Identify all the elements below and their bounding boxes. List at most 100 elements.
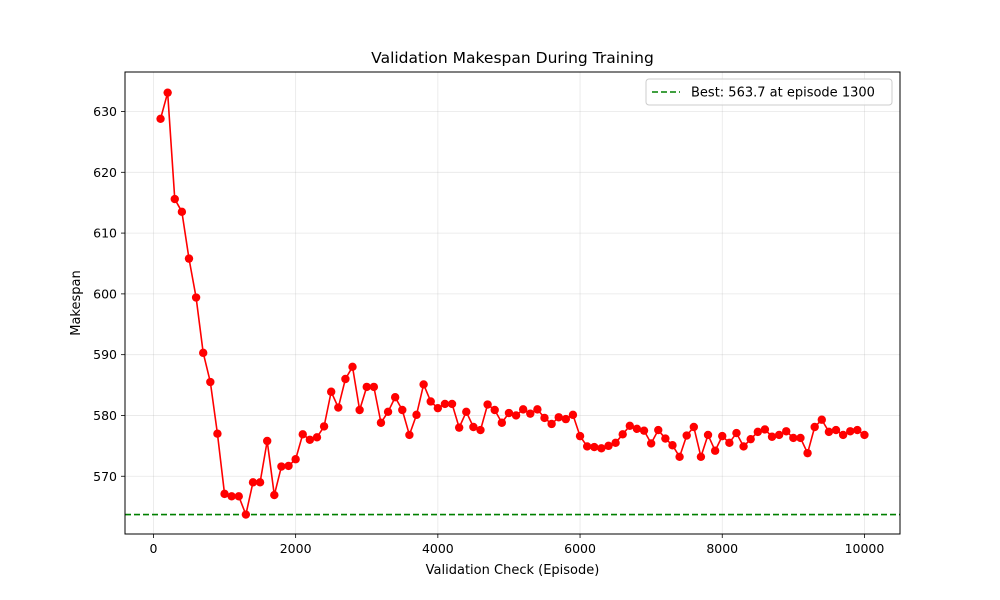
data-point <box>263 436 272 446</box>
data-point <box>184 254 194 263</box>
data-point <box>639 426 649 435</box>
data-point <box>177 207 187 217</box>
data-point <box>248 478 258 487</box>
y-tick-label: 620 <box>93 165 117 180</box>
data-point <box>390 393 400 402</box>
data-point <box>433 403 443 413</box>
data-point <box>803 448 812 458</box>
data-point <box>163 88 172 97</box>
data-point <box>597 444 606 453</box>
data-point <box>860 430 869 440</box>
data-point <box>241 510 251 519</box>
data-point <box>291 455 300 464</box>
data-point <box>817 415 826 424</box>
data-point <box>369 382 379 392</box>
data-point <box>689 422 699 432</box>
data-point <box>227 492 236 501</box>
data-point <box>454 423 464 432</box>
data-point <box>789 433 798 443</box>
data-point <box>234 492 243 501</box>
data-point <box>376 418 386 427</box>
data-point <box>810 422 819 432</box>
data-point <box>746 434 755 444</box>
x-tick-label: 0 <box>149 541 157 556</box>
data-point <box>718 431 727 441</box>
data-point <box>348 362 357 372</box>
data-point <box>469 422 478 432</box>
data-point <box>732 428 741 438</box>
data-point <box>526 409 535 418</box>
data-point <box>554 413 563 422</box>
data-point <box>462 407 471 417</box>
data-point <box>220 489 229 499</box>
data-point <box>533 405 542 414</box>
data-point <box>483 400 492 409</box>
data-point <box>305 435 315 444</box>
data-point <box>504 408 514 418</box>
legend-box <box>645 78 893 106</box>
data-point <box>590 442 599 452</box>
data-point <box>831 425 841 435</box>
data-point <box>419 380 428 389</box>
data-point <box>753 427 762 437</box>
data-point <box>206 377 215 387</box>
data-point <box>476 425 485 435</box>
data-point <box>199 348 208 358</box>
data-point <box>853 425 862 435</box>
data-point <box>767 432 777 441</box>
data-point <box>362 382 371 392</box>
data-point <box>383 407 393 417</box>
data-point <box>668 441 677 450</box>
y-tick-label: 630 <box>93 104 117 119</box>
data-point <box>846 427 855 436</box>
data-point <box>156 114 165 124</box>
axis-ticks: 0 2000 4000 6000 8000 10000 570 580 590 600 610 620… <box>93 104 884 556</box>
data-point <box>675 452 684 461</box>
data-point <box>511 411 521 420</box>
data-point <box>568 410 578 420</box>
data-point <box>625 421 635 430</box>
x-tick-label: 8000 <box>706 541 738 556</box>
data-point <box>661 434 670 443</box>
data-point <box>611 438 620 448</box>
data-point <box>326 387 336 396</box>
y-tick-label: 590 <box>93 347 117 362</box>
data-point <box>412 410 421 420</box>
data-point <box>575 431 585 441</box>
data-point <box>213 429 222 438</box>
x-tick-label: 10000 <box>845 541 885 556</box>
x-tick-label: 6000 <box>564 541 596 556</box>
y-tick-label: 600 <box>93 286 117 301</box>
data-point <box>540 413 549 423</box>
x-tick-label: 2000 <box>280 541 312 556</box>
data-point <box>618 430 627 439</box>
data-point <box>838 430 848 440</box>
data-point <box>632 424 642 434</box>
data-point <box>277 462 286 471</box>
data-point <box>725 438 734 448</box>
grid <box>125 72 900 534</box>
data-point <box>341 374 350 384</box>
data-point <box>782 427 791 436</box>
data-point <box>270 490 279 500</box>
data-point <box>696 452 706 461</box>
data-point <box>319 422 329 431</box>
data-point <box>490 405 499 415</box>
legend: Best: 563.7 at episode 1300 <box>645 78 893 106</box>
data-point <box>739 442 748 451</box>
data-point <box>426 397 435 406</box>
data-point <box>398 405 407 415</box>
data-point <box>405 430 414 440</box>
data-point <box>561 414 571 424</box>
series-layer <box>156 88 869 519</box>
data-point <box>582 442 592 451</box>
data-point <box>170 194 179 204</box>
data-point <box>547 419 556 429</box>
x-tick-label: 4000 <box>422 541 454 556</box>
data-point <box>355 405 364 415</box>
data-point <box>284 461 293 471</box>
data-point <box>518 405 528 414</box>
y-tick-label: 610 <box>93 226 117 241</box>
data-point <box>760 425 770 434</box>
